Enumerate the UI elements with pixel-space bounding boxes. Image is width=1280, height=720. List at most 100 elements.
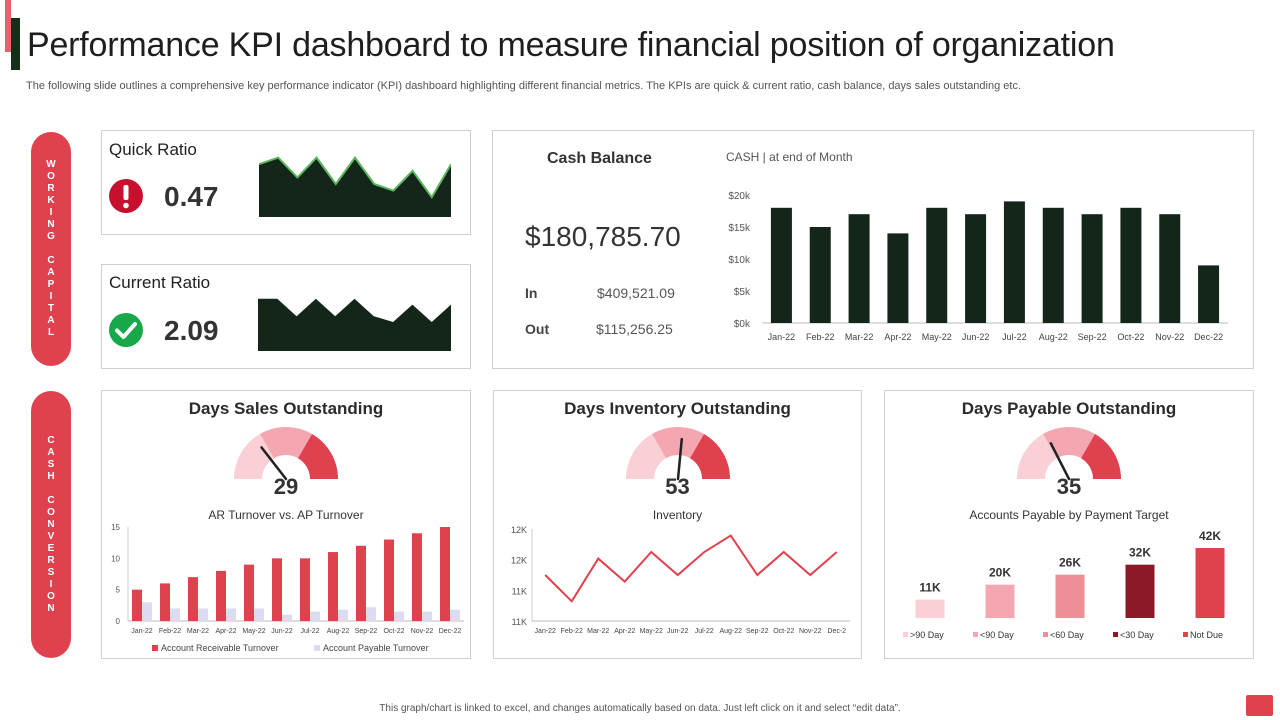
- cash-x-tick: Sep-22: [1078, 332, 1107, 342]
- ar-turnover-bar: [328, 552, 338, 621]
- days-inventory-title: Days Inventory Outstanding: [564, 399, 791, 418]
- accent-bar-dark: [11, 18, 20, 70]
- cash-in-label: In: [525, 285, 538, 301]
- ap-turnover-bar: [422, 611, 432, 621]
- cash-x-tick: Feb-22: [806, 332, 835, 342]
- cash-balance-card: Cash Balance $180,785.70 In $409,521.09 …: [492, 130, 1254, 369]
- cash-bar: [1120, 207, 1142, 323]
- arap-y-tick: 10: [111, 554, 120, 563]
- arap-x-tick: Jan-22: [131, 628, 153, 635]
- working-capital-char: A: [47, 315, 55, 326]
- ar-turnover-bar: [300, 558, 310, 621]
- payable-legend-swatch: [1113, 632, 1118, 637]
- days-payable-gauge: [1017, 427, 1121, 481]
- days-inventory-gauge-value: 53: [665, 474, 690, 499]
- days-payable-gauge-value: 35: [1056, 474, 1082, 499]
- arap-x-tick: Oct-22: [383, 628, 404, 635]
- cash-balance-title: Cash Balance: [547, 150, 652, 167]
- working-capital-char: C: [47, 255, 55, 266]
- arap-legend-label: Account Payable Turnover: [323, 643, 429, 653]
- cash-bar-chart: $0k $5k $10k $15k $20k Jan-22 Feb-22 Mar-22 Apr-…: [728, 191, 1228, 342]
- payable-legend-label: Not Due: [1190, 630, 1223, 640]
- inv-x-tick: Feb-22: [561, 628, 583, 635]
- days-sales-title: Days Sales Outstanding: [188, 399, 384, 418]
- payable-data-label: 26K: [1059, 556, 1081, 570]
- ar-turnover-bar: [132, 589, 142, 621]
- gauge-segment: [652, 427, 704, 459]
- ap-turnover-bar: [394, 611, 404, 621]
- page-subtitle: The following slide outlines a comprehen…: [26, 80, 1022, 92]
- gauge-segment: [260, 427, 312, 459]
- cash-bar: [1159, 214, 1181, 323]
- working-capital-char: P: [47, 279, 55, 290]
- gauge-needle: [1049, 442, 1071, 481]
- gauge-needle: [260, 446, 288, 481]
- payable-bar: [1055, 574, 1085, 618]
- working-capital-char: R: [47, 183, 55, 194]
- ar-turnover-bar: [272, 558, 282, 621]
- quick-ratio-title: Quick Ratio: [109, 140, 197, 159]
- cash-conversion-char: V: [47, 530, 55, 542]
- current-ratio-sparkline: [258, 298, 451, 351]
- check-icon: [109, 313, 143, 347]
- arap-legend-swatch: [152, 645, 158, 651]
- arap-legend-swatch: [314, 645, 320, 651]
- working-capital-char: L: [47, 327, 55, 338]
- footer-note: This graph/chart is linked to excel, and…: [379, 703, 901, 714]
- working-capital-char: O: [47, 171, 55, 182]
- payable-legend-swatch: [1183, 632, 1188, 637]
- cash-bar: [1081, 214, 1103, 323]
- payable-legend-label: >90 Day: [910, 630, 944, 640]
- ap-turnover-bar: [310, 611, 320, 621]
- ap-turnover-bar: [170, 608, 180, 621]
- ap-turnover-bar: [198, 608, 208, 621]
- cash-bar: [1003, 201, 1025, 323]
- cash-conversion-char: C: [47, 494, 55, 506]
- cash-conversion-char: I: [49, 578, 53, 590]
- payable-legend-swatch: [973, 632, 978, 637]
- inv-x-tick: Mar-22: [587, 628, 609, 635]
- ap-turnover-bar: [338, 609, 348, 621]
- cash-conversion-char: O: [47, 506, 55, 518]
- accent-bar-light: [5, 0, 11, 52]
- payable-data-label: 20K: [989, 566, 1011, 580]
- payable-legend-label: <90 Day: [980, 630, 1014, 640]
- ap-turnover-bar: [226, 608, 236, 621]
- cash-balance-total: $180,785.70: [525, 221, 681, 252]
- cash-x-tick: May-22: [922, 332, 952, 342]
- arap-y-tick: 5: [116, 586, 121, 595]
- payable-data-label: 32K: [1129, 546, 1151, 560]
- working-capital-char: I: [49, 207, 53, 218]
- days-sales-gauge: [234, 427, 338, 481]
- ar-turnover-bar: [244, 564, 254, 621]
- working-capital-char: A: [47, 267, 55, 278]
- ap-turnover-bar: [450, 609, 460, 621]
- cash-conversion-char: S: [47, 458, 55, 470]
- working-capital-char: G: [47, 231, 55, 242]
- ap-turnover-bar: [142, 602, 152, 621]
- current-ratio-card: Current Ratio 2.09: [101, 264, 471, 369]
- page-title: Performance KPI dashboard to measure fin…: [27, 26, 1115, 64]
- arap-x-tick: Aug-22: [327, 628, 350, 635]
- cash-x-tick: Jan-22: [768, 332, 796, 342]
- inv-x-tick: Aug-22: [719, 628, 742, 635]
- ar-turnover-bar: [160, 583, 170, 621]
- ar-turnover-bar: [188, 577, 198, 621]
- quick-ratio-sparkline-area: [259, 157, 451, 217]
- days-inventory-gauge: [626, 427, 730, 481]
- arap-y-tick: 0: [116, 617, 121, 626]
- payable-bar: [1195, 548, 1225, 618]
- cash-conversion-char: N: [47, 602, 55, 614]
- inv-x-tick: Jun-22: [667, 628, 689, 635]
- cash-x-tick: Dec-22: [1194, 332, 1223, 342]
- working-capital-char: I: [49, 291, 53, 302]
- ar-turnover-bar: [356, 545, 366, 621]
- cash-conversion-char: R: [47, 554, 55, 566]
- cash-y-tick: $10k: [728, 255, 751, 266]
- inv-x-tick: Dec-2: [827, 628, 846, 635]
- inv-x-tick: Oct-22: [773, 628, 794, 635]
- arap-x-tick: Apr-22: [215, 628, 236, 635]
- corner-accent-button[interactable]: [1246, 695, 1273, 716]
- payable-legend-swatch: [903, 632, 908, 637]
